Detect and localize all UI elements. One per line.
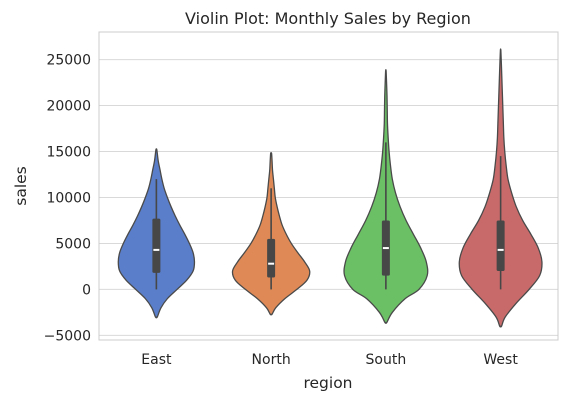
- x-tick-label: South: [366, 352, 407, 368]
- x-tick-label: West: [483, 352, 518, 368]
- iqr-box-east: [152, 218, 161, 273]
- y-tick-label: 15000: [46, 145, 91, 161]
- y-tick-label: 20000: [46, 99, 91, 115]
- x-axis-label: region: [303, 374, 352, 392]
- y-tick-label: 0: [82, 282, 91, 298]
- y-tick-label: 5000: [55, 236, 91, 252]
- iqr-box-north: [267, 238, 276, 278]
- plot-frame: [98, 31, 559, 341]
- x-tick-labels: East North South West: [141, 352, 518, 368]
- y-tick-label: 10000: [46, 190, 91, 206]
- x-tick-label: East: [141, 352, 172, 368]
- chart-title: Violin Plot: Monthly Sales by Region: [185, 9, 471, 28]
- y-tick-label: 25000: [46, 53, 91, 69]
- y-tick-labels: −5000 0 5000 10000 15000 20000 25000: [44, 53, 91, 345]
- y-tick-label: −5000: [44, 328, 91, 344]
- x-tick-label: North: [252, 352, 291, 368]
- iqr-box-west: [496, 220, 505, 272]
- y-axis-label: sales: [12, 166, 30, 206]
- violins: [117, 48, 543, 328]
